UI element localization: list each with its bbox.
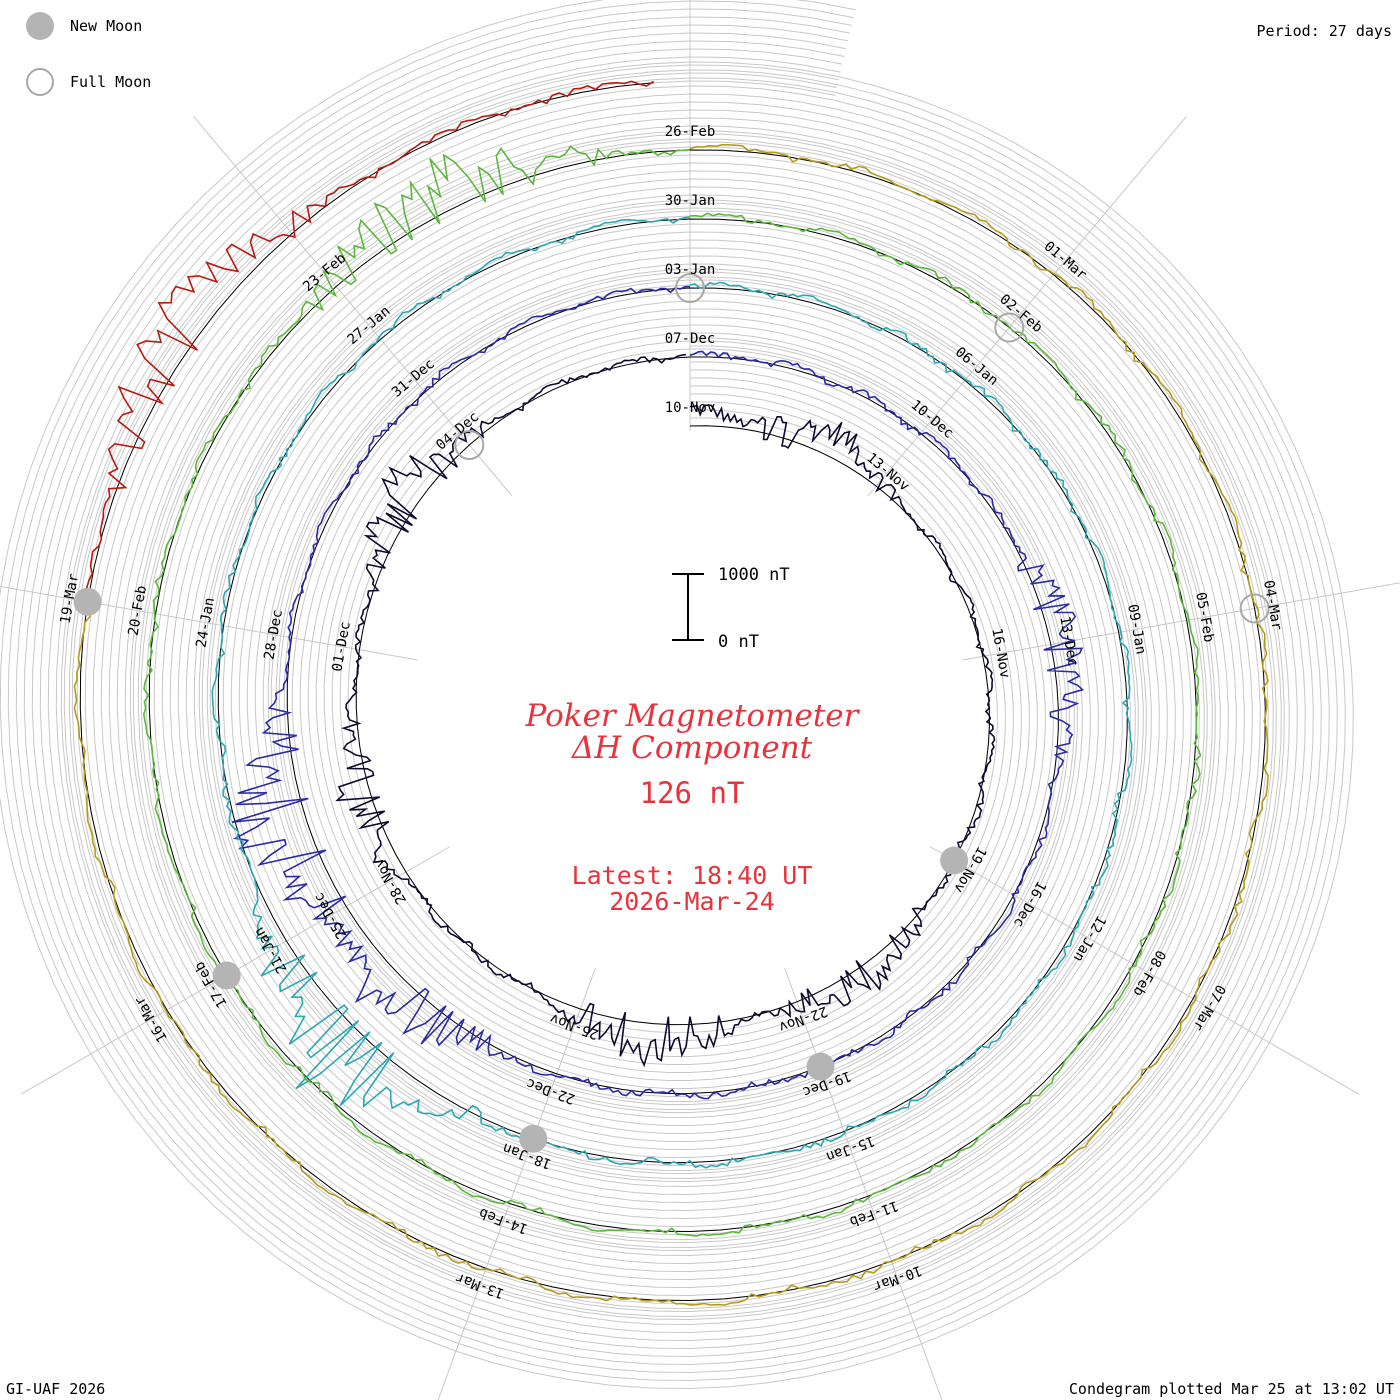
series-trace: [86, 80, 654, 603]
legend-full-moon-label: Full Moon: [70, 73, 152, 91]
legend-new-moon-label: New Moon: [70, 17, 143, 35]
scale-bottom-label: 0 nT: [718, 632, 759, 652]
date-label: 25-Nov: [548, 1010, 601, 1042]
current-value: 126 nT: [640, 776, 745, 810]
grid-spiral: [15, 16, 1330, 1366]
grid-spiral: [31, 32, 1314, 1350]
new-moon-marker: [212, 961, 241, 990]
grid-spoke: [929, 846, 1359, 1095]
date-label: 12-Jan: [1070, 913, 1109, 965]
grid-spoke: [962, 582, 1400, 661]
date-label: 05-Feb: [1192, 591, 1217, 644]
date-label: 26-Feb: [665, 124, 716, 140]
full-moon-marker: [1239, 593, 1270, 624]
grid-spoke: [784, 968, 943, 1400]
date-label: 21-Jan: [251, 924, 290, 976]
date-label: 07-Mar: [1189, 982, 1228, 1034]
date-label: 14-Feb: [477, 1204, 530, 1236]
latest-date: 2026-Mar-24: [609, 887, 775, 916]
grid-spoke: [193, 116, 513, 497]
date-label: 28-Nov: [371, 855, 410, 907]
date-label: 01-Dec: [329, 620, 354, 673]
center-annotation: Poker Magnetometer ΔH Component 126 nT L…: [525, 698, 861, 916]
date-label: 10-Mar: [871, 1262, 924, 1294]
date-label: 10-Nov: [665, 400, 716, 416]
new-moon-marker: [940, 846, 969, 875]
grid-spiral: [39, 40, 1306, 1342]
grid-spiral: [0, 0, 1346, 1382]
new-moon-marker: [519, 1124, 548, 1153]
date-label: 03-Jan: [665, 262, 716, 278]
grid-spiral: [63, 64, 1282, 1318]
plotted-label: Condegram plotted Mar 25 at 13:02 UT: [1068, 1380, 1394, 1398]
date-label: 28-Dec: [261, 608, 286, 661]
new-moon-marker: [73, 587, 102, 616]
date-label: 16-Dec: [1010, 878, 1049, 930]
period-label: Period: 27 days: [1256, 22, 1392, 40]
baseline-spiral: [79, 82, 1266, 1302]
latest-time: Latest: 18:40 UT: [572, 861, 813, 890]
series-trace: [211, 216, 1133, 1169]
date-label: 13-Mar: [453, 1269, 506, 1301]
new-moon-icon: [26, 12, 54, 40]
date-label: 07-Dec: [665, 331, 716, 347]
grid-spiral: [0, 0, 1354, 1390]
full-moon-marker: [454, 429, 485, 460]
date-label: 08-Feb: [1129, 947, 1168, 999]
date-label: 24-Jan: [193, 596, 218, 649]
full-moon-marker: [675, 273, 705, 303]
date-label: 30-Jan: [665, 193, 716, 209]
legend-new-moon: New Moon: [26, 12, 142, 40]
date-label: 04-Mar: [1260, 579, 1285, 632]
series-trace: [335, 353, 996, 1068]
grid-spiral: [47, 48, 1298, 1334]
grid-spoke: [0, 585, 418, 661]
grid-spiral: [71, 72, 1274, 1310]
date-label: 22-Dec: [524, 1075, 577, 1107]
chart-title-line2: ΔH Component: [571, 730, 813, 766]
grid-spiral: [55, 56, 1290, 1326]
grid-spoke: [867, 116, 1187, 497]
grid-spiral: [7, 8, 1338, 1374]
series-trace: [73, 143, 1269, 1306]
date-label: 20-Feb: [126, 584, 151, 637]
date-label: 16-Mar: [132, 993, 171, 1045]
new-moon-marker: [806, 1052, 835, 1081]
full-moon-icon: [26, 68, 54, 96]
date-label: 13-Dec: [1056, 615, 1081, 668]
series-trace: [142, 145, 1202, 1237]
traces-layer: [73, 80, 1269, 1306]
date-label: 09-Jan: [1124, 603, 1149, 656]
legend-full-moon: Full Moon: [26, 68, 151, 96]
credit-label: GI-UAF 2026: [6, 1380, 106, 1398]
chart-title-line1: Poker Magnetometer: [525, 698, 861, 734]
scale-top-label: 1000 nT: [718, 565, 790, 585]
scale-bar: 1000 nT 0 nT: [672, 565, 790, 652]
series-trace: [231, 285, 1085, 1100]
full-moon-marker: [994, 312, 1025, 343]
grid-spiral: [23, 24, 1322, 1358]
moon-markers-layer: [73, 273, 1270, 1153]
